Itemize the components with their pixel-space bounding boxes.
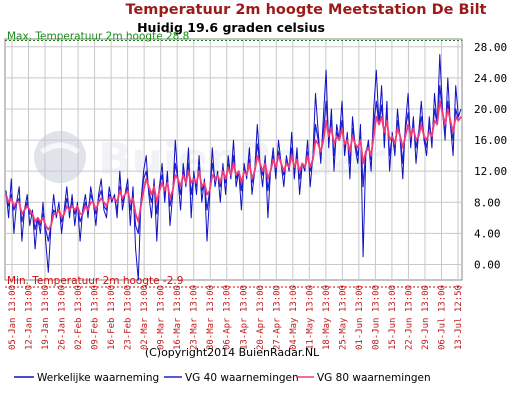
x-tick-label: 11-May 13:00 — [305, 285, 315, 350]
min-temperature-label: Min. Temperatuur 2m hoogte -2.9 — [7, 275, 183, 287]
x-tick-label: 29-Jun 13:00 — [421, 285, 431, 350]
x-tick-label: 30-Mar 13:00 — [206, 285, 216, 350]
series-layer — [5, 54, 462, 281]
x-tick-label: 01-Jun 13:00 — [355, 285, 365, 350]
y-tick-label: 12.00 — [474, 165, 507, 178]
x-tick-label: 23-Feb 13:00 — [124, 285, 134, 350]
x-tick-label: 16-Feb 13:00 — [107, 285, 117, 350]
x-tick-label: 09-Feb 13:00 — [91, 285, 101, 350]
y-tick-label: 16.00 — [474, 134, 507, 147]
x-tick-label: 06-Apr 13:00 — [223, 285, 233, 350]
watermark-logo-icon — [34, 131, 86, 183]
legend-label-observed: Werkelijke waarneming — [37, 372, 159, 384]
x-tick-label: 18-May 13:00 — [322, 285, 332, 350]
y-tick-label: 20.00 — [474, 103, 507, 116]
x-tick-label: 12-Jan 13:00 — [25, 285, 35, 350]
y-tick-label: 28.00 — [474, 41, 507, 54]
x-tick-label: 13-Jul 12:50 — [454, 285, 464, 350]
y-tick-label: 4.00 — [474, 227, 501, 240]
y-tick-label: 0.00 — [474, 258, 501, 271]
x-tick-label: 16-Mar 13:00 — [173, 285, 183, 350]
x-tick-label: 22-Jun 13:00 — [404, 285, 414, 350]
x-tick-label: 02-Mar 13:00 — [140, 285, 150, 350]
x-axis-ticks: 05-Jan 13:00 12-Jan 13:00 19-Jan 13:00 26-J… — [8, 285, 464, 350]
legend-label-vg40: VG 40 waarnemingen — [185, 372, 299, 384]
x-tick-label: 23-Mar 13:00 — [190, 285, 200, 350]
max-temperature-label: Max. Temperatuur 2m hoogte 28.8 — [7, 31, 189, 43]
x-tick-label: 19-Jan 13:00 — [41, 285, 51, 350]
y-axis-ticks: 0.00 4.00 8.00 12.00 16.00 20.00 24.00 28.00 — [474, 41, 507, 272]
y-tick-label: 8.00 — [474, 196, 501, 209]
x-tick-label: 09-Mar 13:00 — [157, 285, 167, 350]
x-tick-label: 08-Jun 13:00 — [371, 285, 381, 350]
x-tick-label: 26-Jan 13:00 — [58, 285, 68, 350]
chart-subtitle: Huidig 19.6 graden celsius — [137, 20, 325, 35]
x-tick-label: 05-Jan 13:00 — [8, 285, 18, 350]
x-tick-label: 27-Apr 13:00 — [272, 285, 282, 350]
y-tick-label: 24.00 — [474, 72, 507, 85]
x-tick-label: 02-Feb 13:00 — [74, 285, 84, 350]
x-tick-label: 25-May 13:00 — [338, 285, 348, 350]
x-tick-label: 15-Jun 13:00 — [388, 285, 398, 350]
legend: Werkelijke waarneming VG 40 waarnemingen… — [14, 372, 431, 384]
copyright-text: (C)opyright2014 BuienRadar.NL — [145, 346, 320, 359]
x-tick-label: 13-Apr 13:00 — [239, 285, 249, 350]
series-line-2 — [5, 100, 462, 231]
legend-label-vg80: VG 80 waarnemingen — [317, 372, 431, 384]
chart-title: Temperatuur 2m hoogte Meetstation De Bil… — [126, 2, 487, 18]
x-tick-label: 04-May 13:00 — [289, 285, 299, 350]
x-tick-label: 06-Jul 13:00 — [437, 285, 447, 350]
x-tick-label: 20-Apr 13:00 — [256, 285, 266, 350]
